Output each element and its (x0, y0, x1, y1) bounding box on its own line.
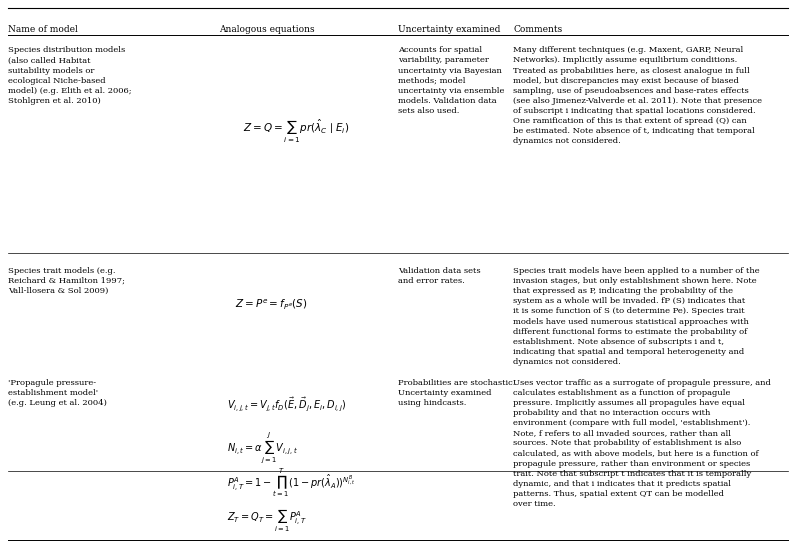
Text: $V_{i,j,t} = V_{j,t}f_D(\vec{E}, \vec{D}_j, E_i, D_{i,j})$: $V_{i,j,t} = V_{j,t}f_D(\vec{E}, \vec{D}… (227, 395, 346, 413)
Text: Validation data sets
and error rates.: Validation data sets and error rates. (398, 267, 481, 285)
Text: 'Propagule pressure-
establishment model'
(e.g. Leung et al. 2004): 'Propagule pressure- establishment model… (8, 379, 107, 407)
Text: Species distribution models
(also called Habitat
suitability models or
ecologica: Species distribution models (also called… (8, 46, 131, 105)
Text: Name of model: Name of model (8, 25, 78, 34)
Text: $Z = Q = \sum_{i=1}^{} pr(\hat{\lambda}_C \mid E_i)$: $Z = Q = \sum_{i=1}^{} pr(\hat{\lambda}_… (243, 117, 349, 144)
Text: Comments: Comments (513, 25, 563, 34)
Text: Species trait models (e.g.
Reichard & Hamilton 1997;
Vall-llosera & Sol 2009): Species trait models (e.g. Reichard & Ha… (8, 267, 125, 295)
Text: $P_{i,T}^A = 1 - \prod_{t=1}^{T}(1 - pr(\hat{\lambda}_A))^{N_{i,t}^B}$: $P_{i,T}^A = 1 - \prod_{t=1}^{T}(1 - pr(… (227, 466, 356, 499)
Text: Probabilities are stochastic.
Uncertainty examined
using hindcasts.: Probabilities are stochastic. Uncertaint… (398, 379, 515, 407)
Text: $N_{i,t} = \alpha \sum_{j=1}^{J} V_{i,j,t}$: $N_{i,t} = \alpha \sum_{j=1}^{J} V_{i,j,… (227, 431, 298, 465)
Text: Uses vector traffic as a surrogate of propagule pressure, and
calculates establi: Uses vector traffic as a surrogate of pr… (513, 379, 771, 508)
Text: Many different techniques (e.g. Maxent, GARP, Neural
Networks). Implicitly assum: Many different techniques (e.g. Maxent, … (513, 46, 763, 145)
Text: $Z_T = Q_T = \sum_{i=1}^{} P_{i,T}^A$: $Z_T = Q_T = \sum_{i=1}^{} P_{i,T}^A$ (227, 507, 306, 534)
Text: $Z = P^e = f_{P^e}(S)$: $Z = P^e = f_{P^e}(S)$ (235, 297, 307, 311)
Text: Analogous equations: Analogous equations (219, 25, 314, 34)
Text: Species trait models have been applied to a number of the
invasion stages, but o: Species trait models have been applied t… (513, 267, 760, 366)
Text: Accounts for spatial
variability, parameter
uncertainty via Bayesian
methods; mo: Accounts for spatial variability, parame… (398, 46, 505, 115)
Text: Uncertainty examined: Uncertainty examined (398, 25, 501, 34)
